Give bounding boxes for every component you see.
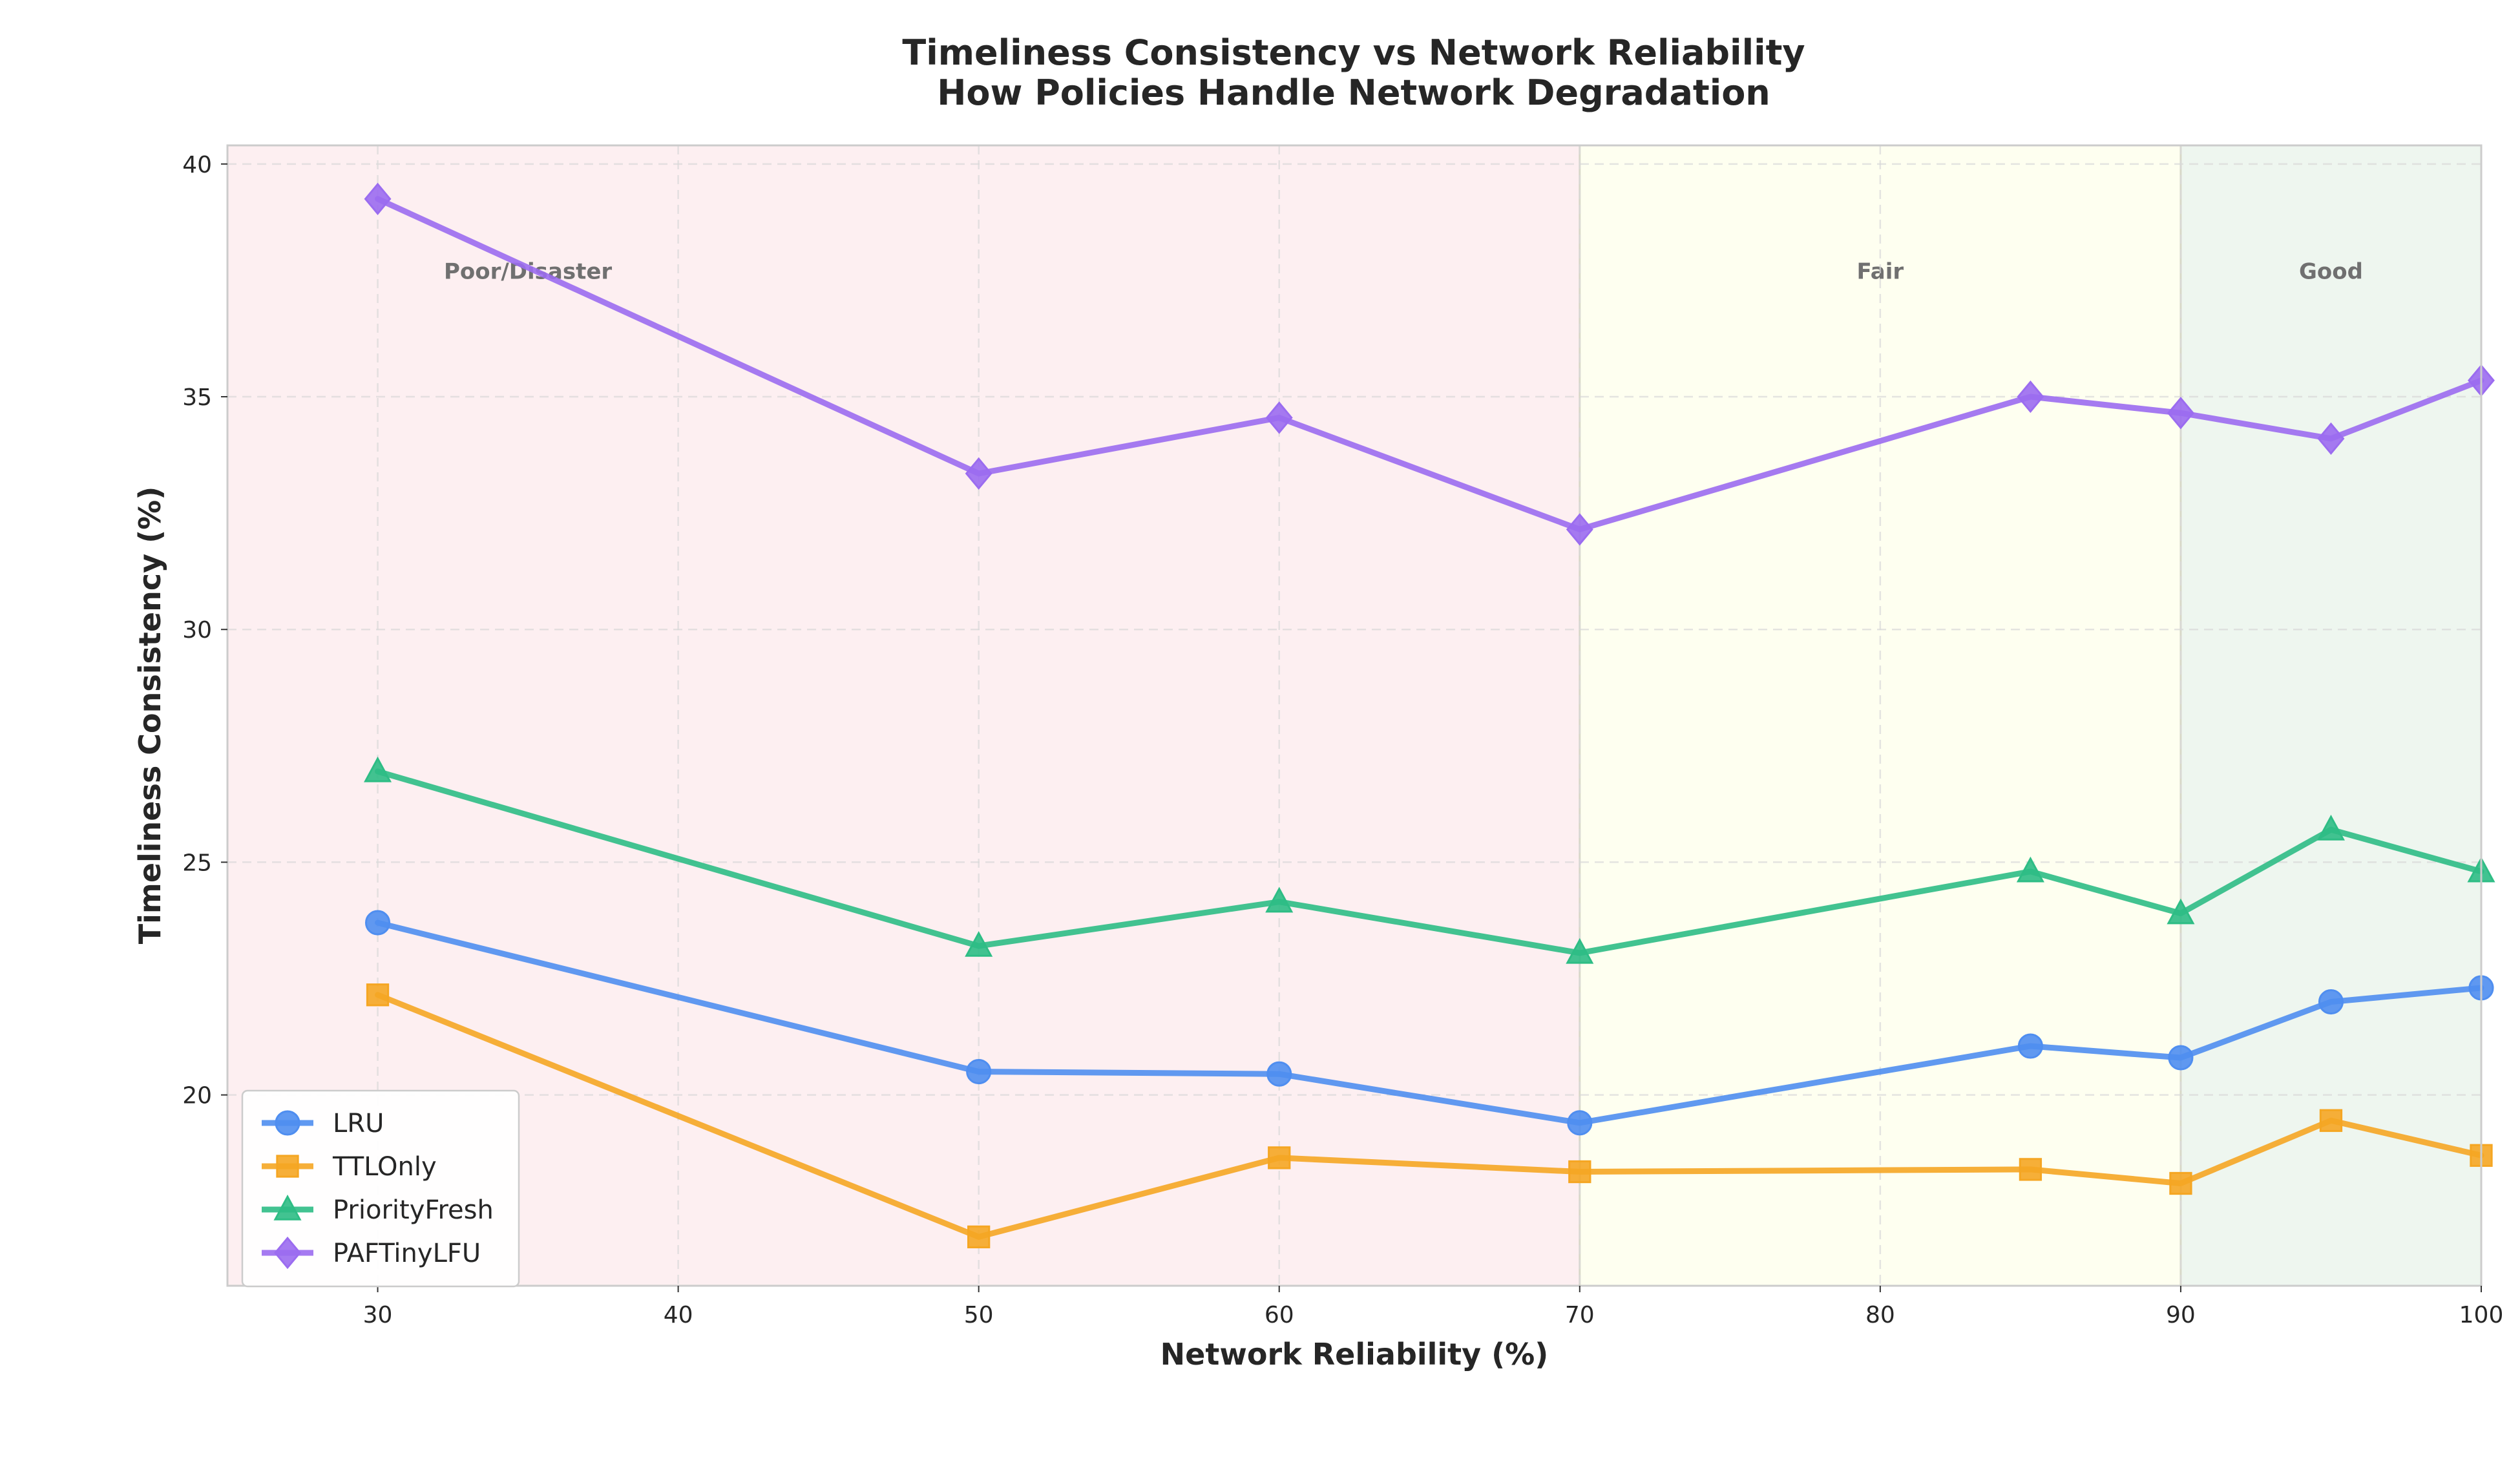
x-tick-label: 30 bbox=[363, 1302, 393, 1328]
plot-frame bbox=[226, 144, 2483, 1287]
data-point bbox=[1566, 513, 1593, 546]
data-point bbox=[1266, 1061, 1292, 1087]
legend-marker bbox=[273, 1194, 302, 1221]
data-point bbox=[2168, 1045, 2194, 1071]
zone-label: Good bbox=[2299, 259, 2363, 285]
legend-box bbox=[241, 1089, 520, 1288]
data-point bbox=[1568, 1160, 1591, 1184]
zone-label: Poor/Disaster bbox=[444, 259, 612, 285]
data-point bbox=[2017, 1033, 2043, 1059]
x-axis-label: Network Reliability (%) bbox=[1160, 1337, 1549, 1372]
x-tick-label: 80 bbox=[1865, 1302, 1895, 1328]
x-tick-label: 90 bbox=[2166, 1302, 2196, 1328]
data-point bbox=[2019, 1158, 2042, 1181]
legend-item: LRU bbox=[262, 1109, 384, 1138]
data-point bbox=[2319, 1109, 2343, 1132]
x-tick-label: 50 bbox=[964, 1302, 994, 1328]
series-line bbox=[375, 768, 2484, 956]
x-tick-label: 60 bbox=[1265, 1302, 1294, 1328]
legend-label: PAFTinyLFU bbox=[333, 1239, 481, 1268]
legend-label: PriorityFresh bbox=[333, 1195, 494, 1225]
y-tick-label: 40 bbox=[182, 152, 212, 178]
x-tick-label: 40 bbox=[664, 1302, 693, 1328]
series-lines bbox=[364, 182, 2495, 1249]
y-tick-label: 35 bbox=[182, 384, 212, 411]
legend-item: PriorityFresh bbox=[262, 1194, 494, 1225]
legend-item: PAFTinyLFU bbox=[262, 1236, 481, 1270]
data-point bbox=[965, 930, 993, 957]
data-point bbox=[364, 756, 392, 782]
data-point bbox=[1268, 1146, 1291, 1169]
legend-label: TTLOnly bbox=[332, 1152, 437, 1182]
data-point bbox=[1567, 1110, 1593, 1136]
axis-ticks: 30 40 50 60 70 80 90 100 20 25 30 35 40 bbox=[182, 152, 2503, 1328]
data-point bbox=[2316, 814, 2345, 841]
legend-marker bbox=[274, 1236, 301, 1270]
series-LRU bbox=[364, 910, 2494, 1136]
series-TTLOnly bbox=[366, 983, 2493, 1249]
data-point bbox=[1566, 938, 1594, 964]
data-point bbox=[2169, 1171, 2192, 1195]
reliability-zones: Poor/Disaster Fair Good bbox=[227, 145, 2481, 1286]
data-point bbox=[2317, 422, 2345, 456]
data-point bbox=[2167, 397, 2194, 430]
series-line bbox=[375, 919, 2484, 1126]
legend-marker bbox=[276, 1155, 299, 1178]
chart-title: Timeliness Consistency vs Network Reliab… bbox=[902, 32, 1805, 73]
data-point bbox=[2016, 856, 2044, 883]
chart-subtitle: How Policies Handle Network Degradation bbox=[937, 72, 1770, 113]
series-PAFTinyLFU bbox=[364, 182, 2495, 546]
legend-item: TTLOnly bbox=[262, 1152, 437, 1182]
data-point bbox=[967, 1225, 991, 1249]
legend: LRU TTLOnly PriorityFresh PAFTinyLFU bbox=[241, 1089, 520, 1288]
data-point bbox=[966, 1059, 992, 1085]
x-tick-label: 100 bbox=[2459, 1302, 2504, 1328]
data-point bbox=[364, 910, 391, 936]
data-point bbox=[2318, 989, 2344, 1015]
data-point bbox=[364, 182, 392, 215]
series-line bbox=[375, 196, 2484, 532]
data-point bbox=[1265, 401, 1293, 434]
data-point bbox=[2167, 898, 2195, 925]
series-line bbox=[375, 992, 2484, 1240]
data-point bbox=[1265, 886, 1294, 913]
data-point bbox=[366, 983, 390, 1007]
data-point bbox=[2017, 380, 2044, 414]
x-tick-label: 70 bbox=[1565, 1302, 1595, 1328]
data-point bbox=[965, 457, 992, 490]
y-tick-label: 25 bbox=[182, 850, 212, 876]
y-axis-label: Timeliness Consistency (%) bbox=[132, 487, 167, 945]
series-PriorityFresh bbox=[364, 756, 2495, 964]
legend-label: LRU bbox=[333, 1109, 384, 1138]
y-tick-label: 30 bbox=[182, 617, 212, 644]
y-tick-label: 20 bbox=[182, 1083, 212, 1109]
legend-marker bbox=[275, 1110, 300, 1136]
